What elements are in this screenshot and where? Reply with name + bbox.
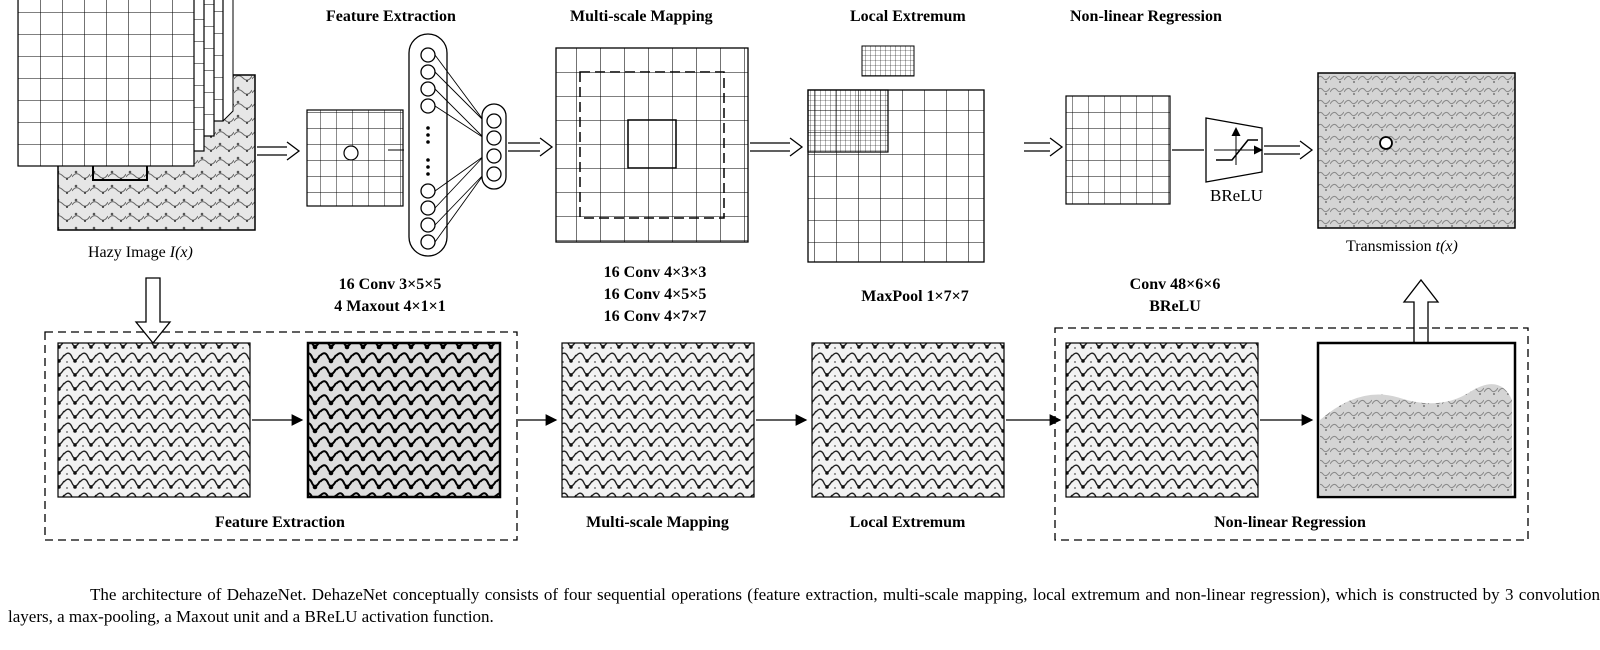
param-line: 16 Conv 4×5×5 — [603, 286, 707, 303]
feature-map-3 — [561, 342, 755, 498]
param-line: BReLU — [1149, 298, 1201, 315]
arrow-brelu-to-transmission — [1264, 140, 1314, 160]
param-line: 16 Conv 4×3×3 — [603, 264, 707, 281]
regression-grid — [1065, 95, 1171, 205]
figure-caption: The architecture of DehazeNet. DehazeNet… — [8, 585, 1600, 626]
arrow-hazy-to-patch — [257, 141, 301, 161]
local-extremum-title: Local Extremum — [850, 8, 966, 25]
multiscale-bottom-label: Multi-scale Mapping — [586, 514, 729, 531]
local-extremum-stack — [17, 0, 985, 263]
param-line: 16 Conv 4×7×7 — [603, 308, 707, 325]
hazy-image-label: Hazy Image I(x) — [88, 244, 193, 261]
local-extremum-params: MaxPool 1×7×7 — [861, 288, 969, 305]
feature-map-4 — [811, 342, 1005, 498]
feature-map-1 — [57, 342, 251, 498]
nonlinear-regression-title: Non-linear Regression — [1070, 8, 1222, 25]
transmission-label: Transmission t(x) — [1346, 238, 1458, 255]
brelu-label: BReLU — [1210, 186, 1263, 205]
arrow-hazy-down — [134, 277, 172, 345]
feature-extraction-neurons — [408, 33, 485, 257]
feature-map-2 — [306, 341, 502, 499]
feature-map-5 — [1065, 342, 1259, 498]
arrow-extremum-to-regression — [1024, 137, 1064, 157]
arrow-transmission-up — [1402, 278, 1440, 345]
nonlinear-params: Conv 48×6×6 BReLU — [1085, 274, 1265, 318]
feature-extraction-params: 16 Conv 3×5×5 4 Maxout 4×1×1 — [270, 274, 510, 318]
feature-extraction-group — [44, 331, 518, 541]
input-patch-grid — [306, 109, 404, 207]
multiscale-mapping-grid — [555, 47, 749, 243]
transmission-map — [1317, 72, 1516, 229]
maxout-units — [481, 103, 507, 190]
brelu-icon — [1205, 117, 1263, 183]
feature-extraction-title: Feature Extraction — [326, 8, 456, 25]
param-line: 4 Maxout 4×1×1 — [334, 298, 446, 315]
feature-extraction-bottom-label: Feature Extraction — [215, 514, 345, 531]
local-extremum-bottom-label: Local Extremum — [849, 514, 966, 531]
param-line: 16 Conv 3×5×5 — [338, 276, 442, 293]
arrow-maxout-to-multiscale — [508, 137, 554, 157]
arrow-multiscale-to-extremum — [750, 137, 804, 157]
param-line: Conv 48×6×6 — [1129, 276, 1221, 293]
multiscale-mapping-title: Multi-scale Mapping — [570, 8, 713, 25]
feature-map-6 — [1316, 341, 1517, 499]
nonlinear-bottom-label: Non-linear Regression — [1214, 514, 1366, 531]
multiscale-params: 16 Conv 4×3×3 16 Conv 4×5×5 16 Conv 4×7×… — [560, 262, 750, 328]
nonlinear-regression-group — [1054, 327, 1529, 541]
